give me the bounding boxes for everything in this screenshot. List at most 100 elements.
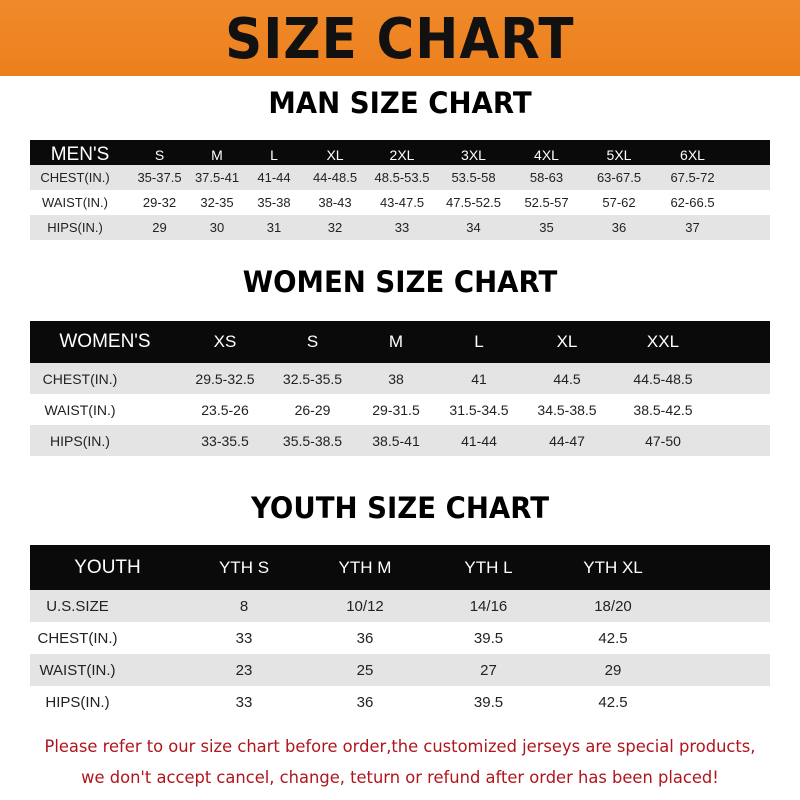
row-filler [676,590,770,622]
table-cell: 14/16 [427,590,550,622]
table-cell: 58-63 [510,165,583,190]
row-label: HIPS(IN.) [30,215,130,240]
table-cell: 36 [583,215,655,240]
size-chart-banner: SIZE CHART [0,0,800,76]
row-filler [713,425,770,456]
table-cell: 39.5 [427,622,550,654]
men-section-title: MAN SIZE CHART [268,86,532,120]
table-cell: 32 [303,215,367,240]
header-filler [713,321,770,363]
row-label: WAIST(IN.) [30,394,180,425]
men-size-table: MEN'S S M L XL 2XL 3XL 4XL 5XL 6XL CHEST(IN.) 35-37… [30,140,770,240]
table-cell: 8 [185,590,303,622]
youth-size-table: YOUTH YTH S YTH M YTH L YTH XL U.S.SIZE 8 10/12… [30,545,770,718]
notice-line-1: Please refer to our size chart before or… [44,737,756,757]
table-cell: 10/12 [303,590,427,622]
size-column-header: XS [180,321,270,363]
women-size-table: WOMEN'S XS S M L XL XXL CHEST(IN.) 29.5-32.5 32.5… [30,321,770,456]
table-cell: 38.5-42.5 [613,394,713,425]
table-cell: 29.5-32.5 [180,363,270,394]
size-column-header: L [437,321,521,363]
table-cell: 25 [303,654,427,686]
table-cell: 38.5-41 [355,425,437,456]
table-cell: 30 [189,215,245,240]
women-section-title: WOMEN SIZE CHART [242,265,558,299]
row-label: HIPS(IN.) [30,425,180,456]
row-label: CHEST(IN.) [30,165,130,190]
order-notice: Please refer to our size chart before or… [16,732,784,794]
size-column-header: XL [521,321,613,363]
table-cell: 43-47.5 [367,190,437,215]
table-cell: 29-31.5 [355,394,437,425]
table-cell: 34.5-38.5 [521,394,613,425]
table-cell: 37.5-41 [189,165,245,190]
row-filler [730,190,770,215]
table-cell: 44-48.5 [303,165,367,190]
table-cell: 57-62 [583,190,655,215]
row-label: CHEST(IN.) [30,622,185,654]
table-cell: 38-43 [303,190,367,215]
table-cell: 29 [130,215,189,240]
table-cell: 27 [427,654,550,686]
table-cell: 33-35.5 [180,425,270,456]
table-cell: 18/20 [550,590,676,622]
row-label: WAIST(IN.) [30,190,130,215]
size-column-header: XXL [613,321,713,363]
table-cell: 31.5-34.5 [437,394,521,425]
table-cell: 41 [437,363,521,394]
table-cell: 44.5-48.5 [613,363,713,394]
table-cell: 32-35 [189,190,245,215]
row-filler [730,215,770,240]
row-filler [676,654,770,686]
size-column-header: M [355,321,437,363]
table-cell: 48.5-53.5 [367,165,437,190]
size-column-header: S [270,321,355,363]
header-filler [676,545,770,590]
table-cell: 23.5-26 [180,394,270,425]
table-cell: 41-44 [437,425,521,456]
table-cell: 29-32 [130,190,189,215]
table-header-label: WOMEN'S [30,321,180,363]
table-cell: 38 [355,363,437,394]
size-column-header: YTH S [185,545,303,590]
youth-section-title: YOUTH SIZE CHART [250,491,550,525]
table-cell: 23 [185,654,303,686]
row-filler [713,363,770,394]
table-cell: 35.5-38.5 [270,425,355,456]
row-label: WAIST(IN.) [30,654,185,686]
table-cell: 29 [550,654,676,686]
table-cell: 33 [185,622,303,654]
row-filler [730,165,770,190]
notice-line-2: we don't accept cancel, change, teturn o… [81,768,719,788]
table-cell: 42.5 [550,686,676,718]
size-column-header: YTH XL [550,545,676,590]
table-cell: 41-44 [245,165,303,190]
table-cell: 52.5-57 [510,190,583,215]
table-cell: 26-29 [270,394,355,425]
table-cell: 36 [303,622,427,654]
table-cell: 47-50 [613,425,713,456]
table-cell: 35 [510,215,583,240]
size-column-header: YTH M [303,545,427,590]
table-cell: 35-37.5 [130,165,189,190]
table-cell: 32.5-35.5 [270,363,355,394]
table-cell: 42.5 [550,622,676,654]
table-cell: 67.5-72 [655,165,730,190]
row-filler [713,394,770,425]
table-cell: 36 [303,686,427,718]
table-cell: 53.5-58 [437,165,510,190]
row-filler [676,686,770,718]
row-label: U.S.SIZE [30,590,185,622]
table-cell: 44.5 [521,363,613,394]
table-cell: 44-47 [521,425,613,456]
table-cell: 31 [245,215,303,240]
table-cell: 37 [655,215,730,240]
row-label: CHEST(IN.) [30,363,180,394]
size-column-header: YTH L [427,545,550,590]
table-cell: 47.5-52.5 [437,190,510,215]
table-cell: 34 [437,215,510,240]
banner-title: SIZE CHART [225,6,575,72]
table-cell: 33 [185,686,303,718]
row-filler [676,622,770,654]
table-cell: 33 [367,215,437,240]
